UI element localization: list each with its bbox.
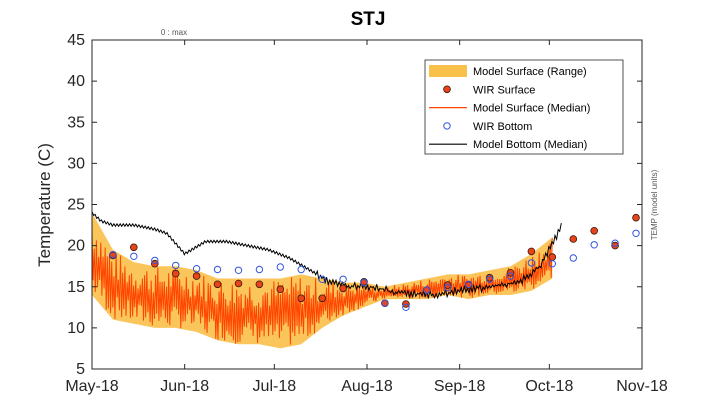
y-tick-label: 45 bbox=[67, 32, 85, 49]
wir-bottom-point bbox=[213, 265, 222, 274]
y-tick-label: 35 bbox=[67, 114, 85, 131]
wir-bottom-point bbox=[276, 263, 284, 271]
wir-bottom-point bbox=[381, 299, 389, 307]
axes: 5 10 15 20 25 30 35 40 45 May-18 Jun-18 Jul-18 Aug-1… bbox=[65, 32, 668, 395]
wir-surface-point bbox=[590, 227, 598, 235]
wir-surface-point bbox=[171, 269, 180, 278]
wir-bottom-point bbox=[402, 303, 410, 311]
wir-bottom-point bbox=[548, 260, 556, 268]
wir-bottom-point bbox=[485, 275, 494, 283]
wir-bottom-point bbox=[569, 254, 577, 262]
wir-surface-point bbox=[485, 273, 494, 282]
wir-surface-point bbox=[213, 280, 222, 289]
y-axis-title: Temperature (C) bbox=[35, 143, 54, 267]
wir-bottom-point bbox=[109, 251, 117, 259]
right-axis-label: TEMP (model units) bbox=[650, 169, 659, 240]
wir-bottom-point bbox=[130, 252, 138, 260]
wir-bottom-point bbox=[339, 275, 347, 283]
wir-surface-point bbox=[276, 285, 285, 294]
wir-surface-point bbox=[192, 272, 201, 280]
wir-bottom-point bbox=[297, 265, 305, 274]
legend-swatch-wir-surface bbox=[443, 85, 451, 94]
wir-surface-point bbox=[548, 253, 557, 261]
wir-surface-point bbox=[130, 243, 138, 252]
wir-bottom-point bbox=[506, 272, 515, 280]
wir-surface-point bbox=[569, 235, 578, 243]
wir-bottom-point bbox=[151, 256, 159, 265]
legend-label: Model Bottom (Median) bbox=[473, 139, 587, 151]
wir-surface-point bbox=[443, 281, 452, 289]
wir-surface-point bbox=[527, 247, 536, 256]
legend-label: WIR Surface bbox=[473, 84, 535, 96]
legend: Model Surface (Range) WIR Surface Model Su… bbox=[424, 59, 624, 155]
x-tick-label: May-18 bbox=[65, 378, 118, 395]
model-bottom-median-line bbox=[91, 211, 562, 300]
wir-bottom-point bbox=[234, 266, 243, 274]
wir-bottom-point bbox=[360, 278, 368, 287]
chart-title: STJ bbox=[351, 9, 386, 30]
legend-swatch-range bbox=[429, 65, 467, 77]
wir-bottom-point bbox=[527, 259, 536, 267]
y-tick-label: 20 bbox=[67, 238, 85, 255]
legend-label: WIR Bottom bbox=[473, 121, 532, 133]
y-tick-label: 25 bbox=[67, 197, 85, 214]
wir-bottom-point bbox=[611, 239, 619, 247]
y-tick-label: 40 bbox=[67, 73, 85, 90]
wir-bottom-point bbox=[255, 265, 264, 274]
wir-bottom-point bbox=[590, 241, 598, 249]
wir-bottom-point bbox=[318, 275, 326, 283]
wir-bottom-point bbox=[444, 283, 452, 292]
plot-area bbox=[91, 211, 640, 349]
x-tick-label: Jun-18 bbox=[160, 378, 209, 395]
wir-surface-point bbox=[611, 241, 619, 250]
y-tick-label: 15 bbox=[67, 279, 85, 296]
wir-surface-point bbox=[339, 284, 347, 293]
x-tick-label: Nov-18 bbox=[616, 378, 668, 395]
y-tick-label: 10 bbox=[67, 320, 85, 337]
x-tick-label: Jul-18 bbox=[253, 378, 297, 395]
wir-surface-point bbox=[297, 294, 306, 303]
wir-surface-point bbox=[632, 213, 640, 222]
y-tick-label: 30 bbox=[67, 155, 85, 172]
legend-swatch-wir-bottom bbox=[443, 122, 451, 130]
legend-label: Model Surface (Median) bbox=[473, 103, 590, 115]
wir-bottom-point bbox=[464, 280, 473, 288]
wir-bottom-point bbox=[423, 286, 431, 294]
wir-bottom-point bbox=[632, 229, 640, 238]
wir-surface-point bbox=[234, 279, 243, 288]
x-tick-label: Aug-18 bbox=[341, 378, 393, 395]
model-surface-range-area bbox=[92, 212, 553, 349]
wir-surface-point bbox=[255, 280, 264, 289]
y-tick-label: 5 bbox=[76, 361, 85, 378]
x-tick-label: Oct-18 bbox=[525, 378, 573, 395]
legend-label: Model Surface (Range) bbox=[473, 66, 587, 78]
wir-bottom-point bbox=[172, 261, 180, 270]
top-note: 0 : max bbox=[161, 28, 187, 37]
wir-surface-point bbox=[318, 294, 327, 303]
x-tick-label: Sep-18 bbox=[434, 378, 486, 395]
wir-bottom-point bbox=[192, 265, 201, 273]
